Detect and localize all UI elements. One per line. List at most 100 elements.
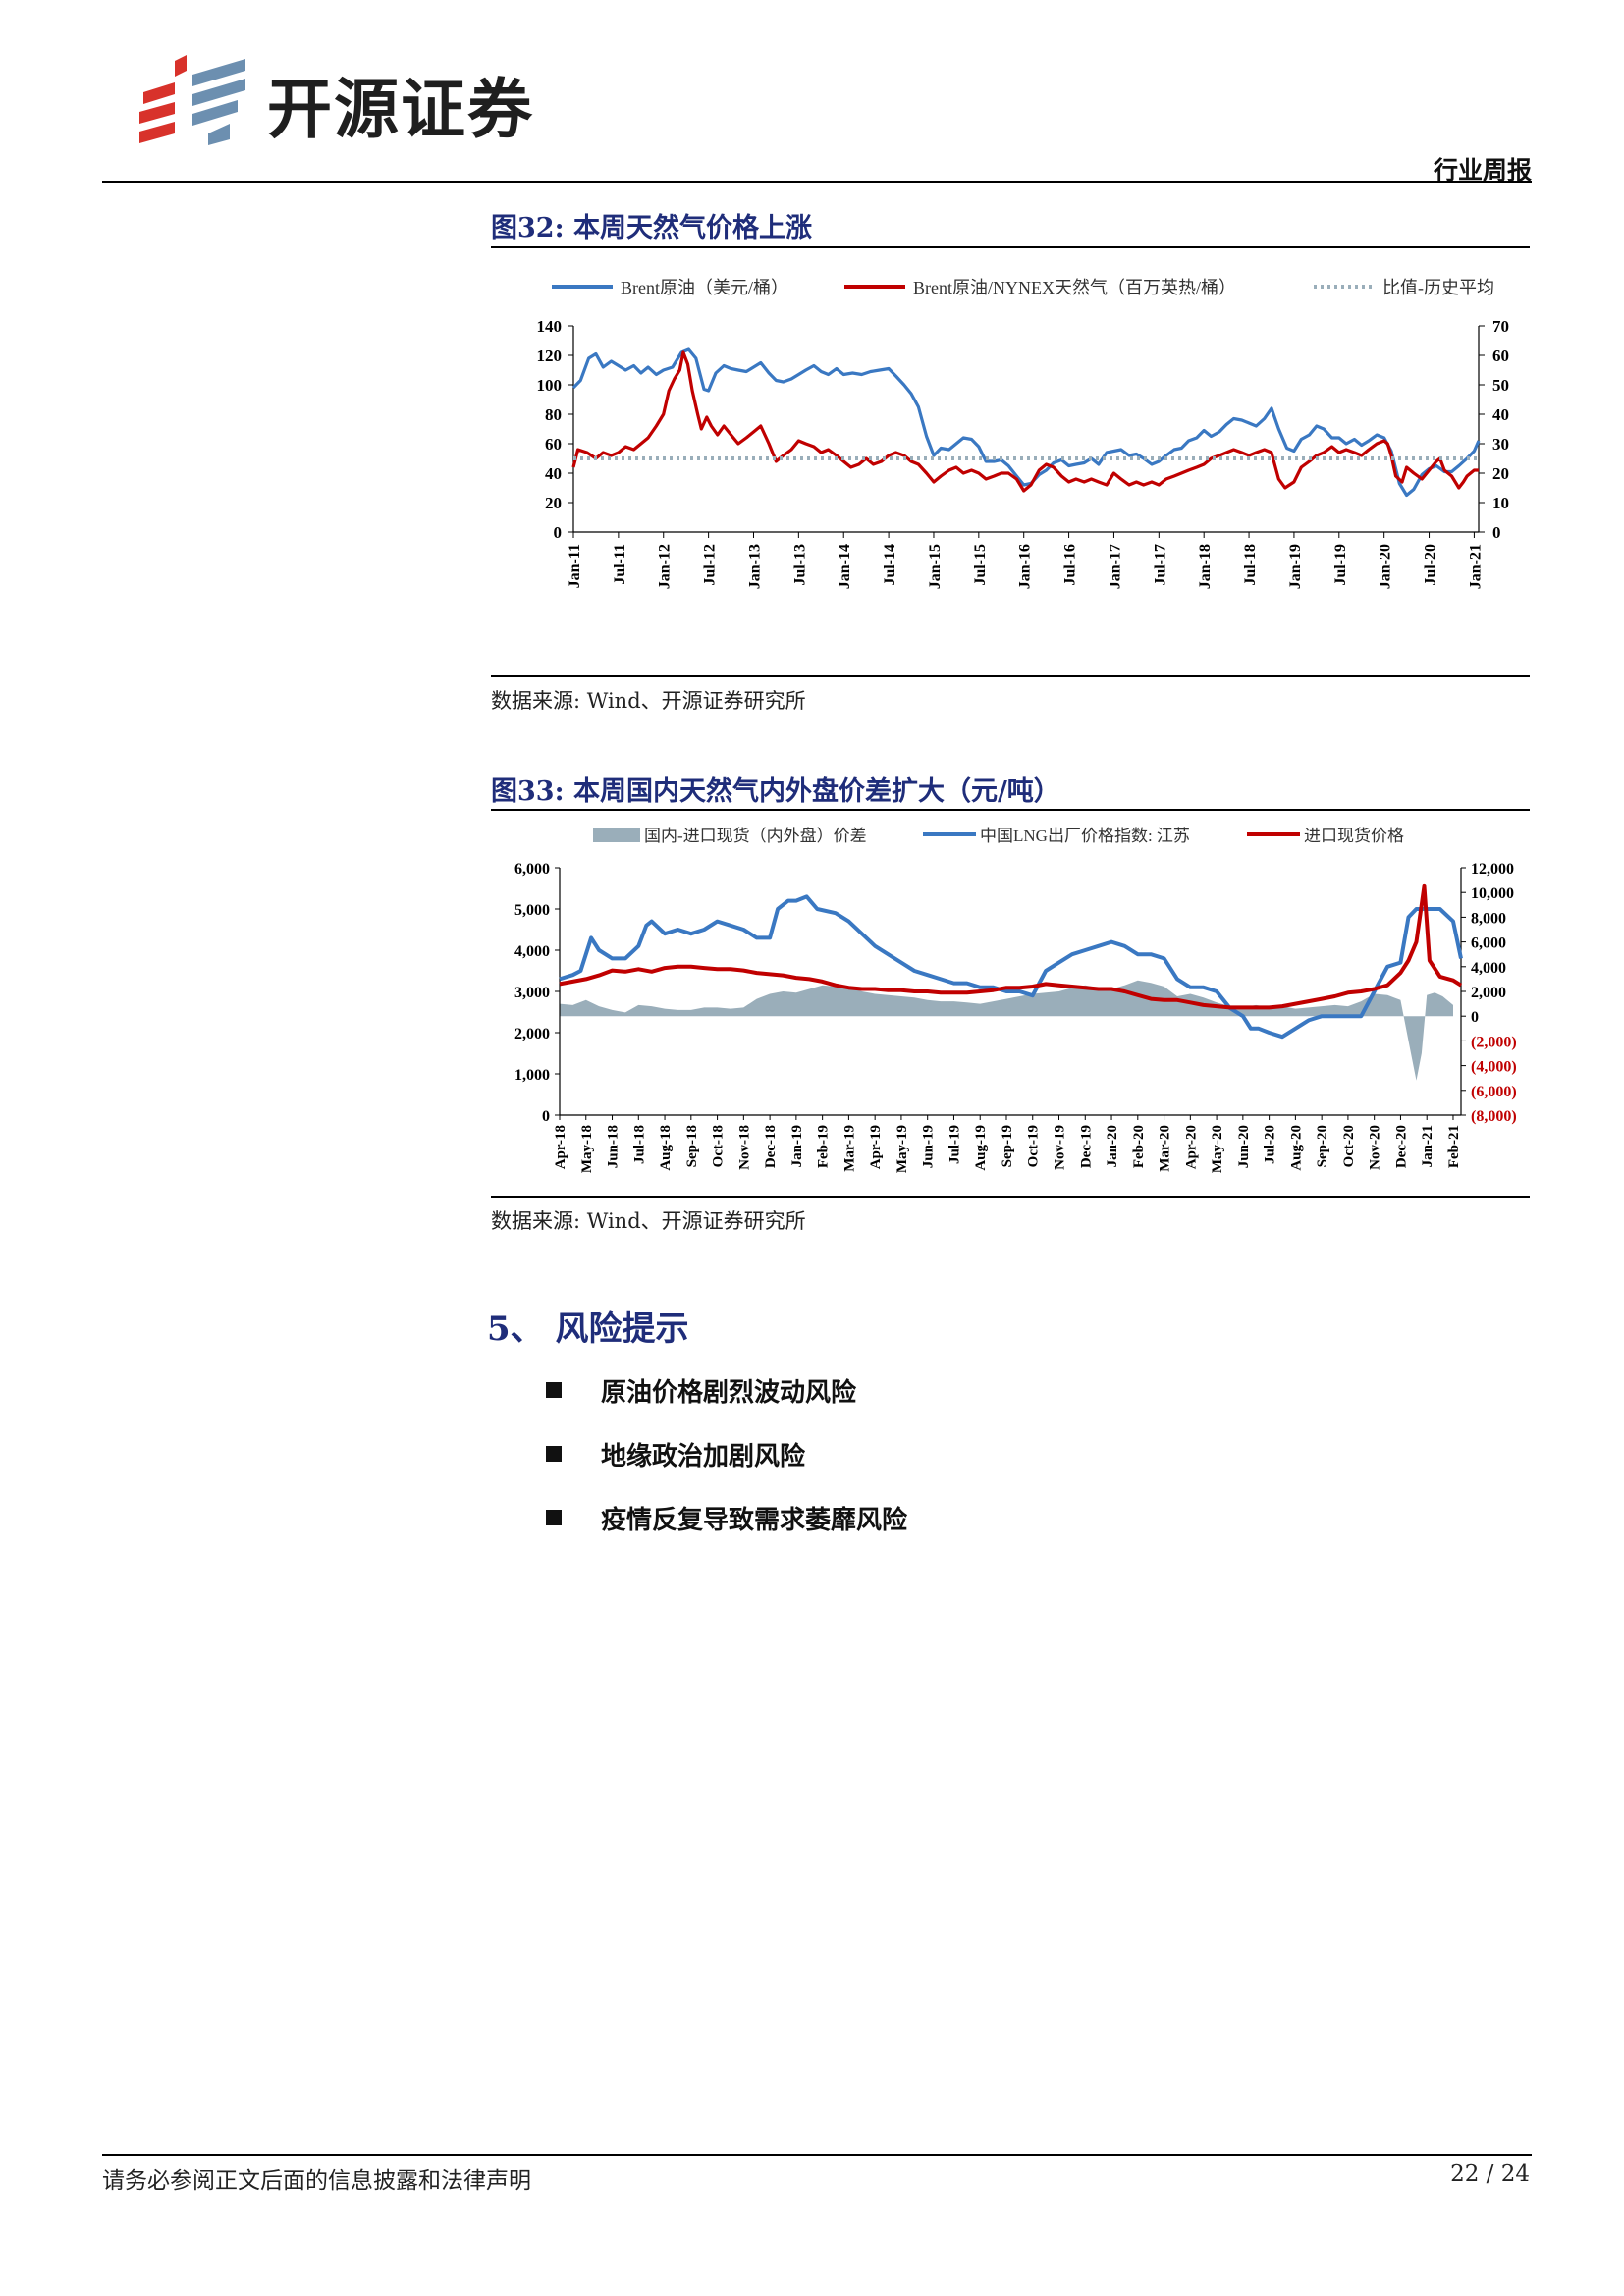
x-tick: Jan-14: [837, 544, 853, 589]
x-tick: Jan-13: [746, 544, 763, 589]
brand-name: 开源证券: [267, 72, 534, 147]
y-tick-left: 3,000: [514, 985, 550, 1001]
x-tick: Jan-19: [1287, 544, 1304, 589]
page-number: 22 / 24: [1450, 2162, 1530, 2187]
x-tick: Feb-21: [1446, 1125, 1462, 1168]
y-tick-left: 40: [545, 464, 562, 483]
x-tick: Jun-20: [1236, 1125, 1252, 1168]
y-tick-right: (2,000): [1471, 1034, 1517, 1050]
x-tick: Nov-20: [1368, 1125, 1383, 1170]
bullet-marker: [546, 1446, 562, 1462]
x-tick: Jan-18: [1197, 544, 1214, 589]
x-tick: Dec-19: [1078, 1125, 1094, 1168]
figure32-title: 图32: 本周天然气价格上涨: [491, 213, 812, 243]
x-tick: Nov-18: [736, 1125, 752, 1170]
x-tick: May-18: [579, 1125, 595, 1173]
figure32-chart: Brent原油（美元/桶） Brent原油/NYNEX天然气（百万英热/桶） 比…: [537, 278, 1510, 589]
risk-item-oil: 原油价格剧烈波动风险: [601, 1378, 857, 1408]
x-tick: Apr-18: [553, 1125, 568, 1169]
x-tick: Jan-17: [1107, 544, 1123, 589]
legend-ratio: Brent原油/NYNEX天然气（百万英热/桶）: [913, 278, 1236, 297]
x-tick: Jan-20: [1105, 1125, 1120, 1167]
y-tick-right: 70: [1492, 317, 1509, 336]
company-logo: [135, 51, 251, 145]
y-tick-right: (4,000): [1471, 1059, 1517, 1076]
y-tick-right: 4,000: [1471, 960, 1506, 977]
x-tick: Jun-18: [606, 1125, 622, 1168]
x-tick: Sep-19: [1000, 1125, 1015, 1167]
y-tick-right: 10,000: [1471, 885, 1514, 902]
y-tick-right: 12,000: [1471, 861, 1514, 878]
x-tick: Jan-12: [657, 544, 674, 589]
y-tick-left: 100: [537, 376, 563, 395]
y-tick-left: 1,000: [514, 1067, 550, 1084]
figure32-legend: Brent原油（美元/桶） Brent原油/NYNEX天然气（百万英热/桶） 比…: [552, 278, 1494, 297]
y-tick-left: 4,000: [514, 943, 550, 960]
y-tick-right: 30: [1492, 435, 1509, 454]
x-tick: Jan-21: [1467, 544, 1484, 589]
y-tick-right: 0: [1471, 1009, 1479, 1026]
x-tick: Dec-18: [763, 1125, 779, 1168]
footer-disclaimer: 请务必参阅正文后面的信息披露和法律声明: [102, 2168, 531, 2194]
x-tick: Feb-20: [1131, 1125, 1147, 1168]
x-tick: Sep-20: [1315, 1125, 1330, 1167]
y-tick-left: 6,000: [514, 861, 550, 878]
report-type: 行业周报: [1433, 156, 1532, 185]
x-tick: Mar-19: [841, 1125, 857, 1172]
risk-item-pandemic: 疫情反复导致需求萎靡风险: [601, 1506, 908, 1535]
y-tick-right: 10: [1492, 494, 1509, 512]
x-tick: Mar-20: [1158, 1125, 1173, 1172]
y-tick-left: 20: [545, 494, 562, 512]
figure33-legend: 国内-进口现货（内外盘）价差 中国LNG出厂价格指数: 江苏 进口现货价格: [593, 827, 1404, 845]
x-tick: Aug-20: [1288, 1125, 1304, 1171]
x-tick: Jul-20: [1423, 544, 1439, 586]
bullet-marker: [546, 1510, 562, 1525]
x-tick: Jun-19: [921, 1125, 937, 1168]
section5-title: 5、 风险提示: [487, 1309, 689, 1349]
y-tick-right: 40: [1492, 405, 1509, 424]
x-tick: Apr-19: [868, 1125, 884, 1169]
legend-spread: 国内-进口现货（内外盘）价差: [644, 827, 867, 845]
y-tick-left: 120: [537, 347, 563, 365]
header-rule: [102, 181, 1532, 183]
y-tick-left: 5,000: [514, 902, 550, 919]
x-tick: Jul-15: [972, 544, 989, 586]
y-tick-right: 8,000: [1471, 910, 1506, 927]
y-tick-right: 2,000: [1471, 985, 1506, 1001]
figure32-source: 数据来源: Wind、开源证券研究所: [491, 689, 806, 713]
series-line-1: [559, 894, 1463, 1040]
x-tick: Jul-16: [1062, 544, 1079, 586]
figure33-bottom-rule: [491, 1196, 1530, 1198]
y-tick-left: 0: [554, 523, 563, 542]
risk-item-geopolitics: 地缘政治加剧风险: [601, 1442, 806, 1471]
figure32-top-rule: [491, 246, 1530, 248]
x-tick: Jan-20: [1378, 544, 1394, 589]
legend-import-spot: 进口现货价格: [1304, 827, 1404, 845]
x-tick: Jul-20: [1263, 1125, 1278, 1164]
x-tick: Jan-21: [1420, 1125, 1435, 1167]
x-tick: Feb-19: [816, 1125, 832, 1168]
x-tick: Jul-11: [612, 544, 628, 585]
y-tick-right: 6,000: [1471, 935, 1506, 952]
y-tick-left: 60: [545, 435, 562, 454]
y-tick-right: 20: [1492, 464, 1509, 483]
x-tick: Jul-14: [882, 544, 898, 586]
legend-brent: Brent原油（美元/桶）: [621, 278, 788, 297]
x-tick: Aug-19: [973, 1125, 989, 1171]
x-tick: Jan-15: [927, 544, 944, 589]
y-tick-right: (6,000): [1471, 1084, 1517, 1100]
legend-lng-index: 中国LNG出厂价格指数: 江苏: [980, 827, 1190, 845]
bullet-marker: [546, 1382, 562, 1398]
x-tick: Jan-19: [789, 1125, 805, 1167]
series-line-1: [571, 350, 1479, 493]
x-tick: Jul-12: [702, 544, 719, 586]
y-tick-left: 140: [537, 317, 563, 336]
series-area-spread: [560, 980, 1453, 1081]
figure33-source: 数据来源: Wind、开源证券研究所: [491, 1209, 806, 1233]
x-tick: May-20: [1210, 1125, 1225, 1173]
x-tick: Jul-19: [947, 1125, 962, 1164]
x-tick: Dec-20: [1393, 1125, 1409, 1168]
footer-rule: [102, 2154, 1532, 2156]
figure33-chart: 国内-进口现货（内外盘）价差 中国LNG出厂价格指数: 江苏 进口现货价格 0 1…: [514, 827, 1517, 1173]
series-line-2: [559, 883, 1463, 1010]
